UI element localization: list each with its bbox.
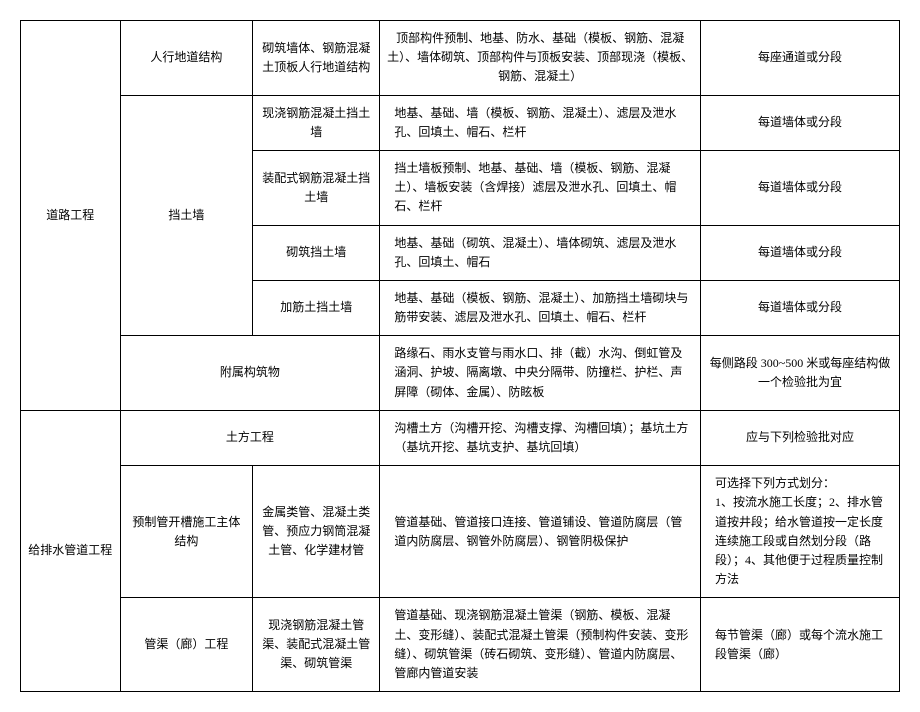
engineering-table: 道路工程人行地道结构砌筑墙体、钢筋混凝土顶板人行地道结构顶部构件预制、地基、防水… bbox=[20, 20, 900, 692]
table-cell: 每道墙体或分段 bbox=[700, 95, 899, 150]
table-cell: 给排水管道工程 bbox=[21, 410, 121, 691]
table-row: 管渠（廊）工程现浇钢筋混凝土管渠、装配式混凝土管渠、砌筑管渠管道基础、现浇钢筋混… bbox=[21, 598, 900, 692]
table-cell: 每道墙体或分段 bbox=[700, 150, 899, 225]
table-cell: 金属类管、混凝土类管、预应力钢筒混凝土管、化学建材管 bbox=[253, 466, 380, 598]
table-row: 附属构筑物路缘石、雨水支管与雨水口、排（截）水沟、倒虹管及涵洞、护坡、隔离墩、中… bbox=[21, 336, 900, 411]
table-cell: 管渠（廊）工程 bbox=[120, 598, 253, 692]
table-cell: 应与下列检验批对应 bbox=[700, 410, 899, 465]
table-cell: 管道基础、管道接口连接、管道铺设、管道防腐层（管道内防腐层、钢管外防腐层）、钢管… bbox=[380, 466, 701, 598]
table-cell: 附属构筑物 bbox=[120, 336, 380, 411]
table-cell: 人行地道结构 bbox=[120, 21, 253, 96]
table-cell: 现浇钢筋混凝土挡土墙 bbox=[253, 95, 380, 150]
table-row: 给排水管道工程土方工程沟槽土方（沟槽开挖、沟槽支撑、沟槽回填）；基坑土方（基坑开… bbox=[21, 410, 900, 465]
table-cell: 砌筑墙体、钢筋混凝土顶板人行地道结构 bbox=[253, 21, 380, 96]
table-cell: 装配式钢筋混凝土挡土墙 bbox=[253, 150, 380, 225]
table-cell: 每座通道或分段 bbox=[700, 21, 899, 96]
table-row: 道路工程人行地道结构砌筑墙体、钢筋混凝土顶板人行地道结构顶部构件预制、地基、防水… bbox=[21, 21, 900, 96]
table-cell: 每节管渠（廊）或每个流水施工段管渠（廊） bbox=[700, 598, 899, 692]
table-cell: 预制管开槽施工主体结构 bbox=[120, 466, 253, 598]
table-cell: 挡土墙板预制、地基、基础、墙（模板、钢筋、混凝土）、墙板安装（含焊接）滤层及泄水… bbox=[380, 150, 701, 225]
table-cell: 现浇钢筋混凝土管渠、装配式混凝土管渠、砌筑管渠 bbox=[253, 598, 380, 692]
table-cell: 地基、基础、墙（模板、钢筋、混凝土）、滤层及泄水孔、回填土、帽石、栏杆 bbox=[380, 95, 701, 150]
table-cell: 沟槽土方（沟槽开挖、沟槽支撑、沟槽回填）；基坑土方（基坑开挖、基坑支护、基坑回填… bbox=[380, 410, 701, 465]
table-cell: 顶部构件预制、地基、防水、基础（模板、钢筋、混凝土）、墙体砌筑、顶部构件与顶板安… bbox=[380, 21, 701, 96]
table-cell: 每道墙体或分段 bbox=[700, 225, 899, 280]
table-cell: 道路工程 bbox=[21, 21, 121, 411]
table-cell: 每侧路段 300~500 米或每座结构做一个检验批为宜 bbox=[700, 336, 899, 411]
table-row: 挡土墙现浇钢筋混凝土挡土墙地基、基础、墙（模板、钢筋、混凝土）、滤层及泄水孔、回… bbox=[21, 95, 900, 150]
table-cell: 管道基础、现浇钢筋混凝土管渠（钢筋、模板、混凝土、变形缝）、装配式混凝土管渠（预… bbox=[380, 598, 701, 692]
table-cell: 挡土墙 bbox=[120, 95, 253, 336]
table-cell: 加筋土挡土墙 bbox=[253, 280, 380, 335]
table-cell: 可选择下列方式划分： 1、按流水施工长度；2、排水管道按井段；给水管道按一定长度… bbox=[700, 466, 899, 598]
table-cell: 路缘石、雨水支管与雨水口、排（截）水沟、倒虹管及涵洞、护坡、隔离墩、中央分隔带、… bbox=[380, 336, 701, 411]
table-cell: 地基、基础（模板、钢筋、混凝土）、加筋挡土墙砌块与筋带安装、滤层及泄水孔、回填土… bbox=[380, 280, 701, 335]
table-cell: 砌筑挡土墙 bbox=[253, 225, 380, 280]
table-cell: 土方工程 bbox=[120, 410, 380, 465]
table-row: 预制管开槽施工主体结构金属类管、混凝土类管、预应力钢筒混凝土管、化学建材管管道基… bbox=[21, 466, 900, 598]
table-cell: 每道墙体或分段 bbox=[700, 280, 899, 335]
table-cell: 地基、基础（砌筑、混凝土）、墙体砌筑、滤层及泄水孔、回填土、帽石 bbox=[380, 225, 701, 280]
